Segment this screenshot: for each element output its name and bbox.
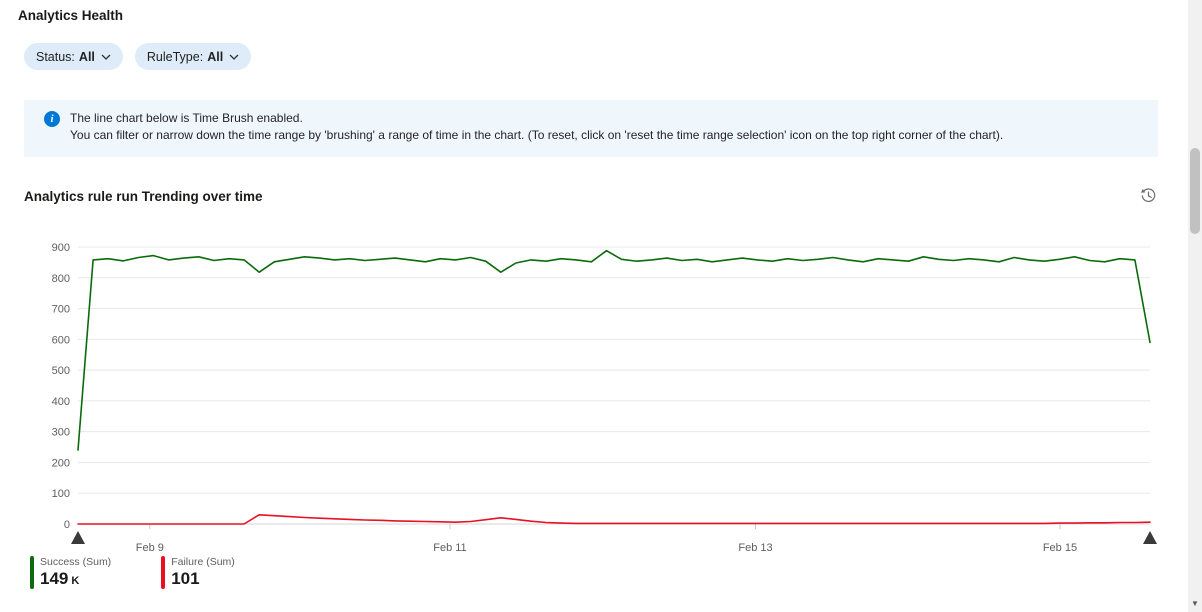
svg-text:300: 300 [52, 427, 70, 439]
ruletype-filter-dropdown[interactable]: RuleType: All [134, 43, 252, 70]
page-title: Analytics Health [18, 8, 124, 23]
svg-text:Feb 9: Feb 9 [136, 542, 164, 554]
legend-value: 101 [171, 569, 200, 588]
info-banner-line1: The line chart below is Time Brush enabl… [70, 111, 303, 125]
legend-unit: K [71, 575, 80, 587]
status-filter-dropdown[interactable]: Status: All [24, 43, 123, 70]
scrollbar-down-arrow-icon[interactable]: ▼ [1191, 598, 1199, 608]
legend-value: 149 K [40, 569, 80, 588]
svg-text:200: 200 [52, 457, 70, 469]
svg-text:500: 500 [52, 365, 70, 377]
svg-text:400: 400 [52, 396, 70, 408]
ruletype-filter-value: All [207, 49, 224, 64]
svg-text:100: 100 [52, 488, 70, 500]
info-icon: i [44, 111, 60, 127]
status-filter-label: Status: [36, 49, 75, 64]
legend-item-failure[interactable]: Failure (Sum) 101 [161, 556, 235, 589]
chevron-down-icon [101, 54, 111, 60]
chevron-down-icon [229, 54, 239, 60]
chart-legend: Success (Sum) 149 K Failure (Sum) 101 [30, 556, 235, 589]
legend-label: Failure (Sum) [171, 556, 235, 568]
chart-title: Analytics rule run Trending over time [24, 189, 263, 204]
svg-text:700: 700 [52, 304, 70, 316]
vertical-scrollbar[interactable]: ▼ [1188, 0, 1202, 612]
scrollbar-thumb[interactable] [1190, 148, 1200, 234]
svg-text:600: 600 [52, 334, 70, 346]
svg-text:800: 800 [52, 273, 70, 285]
ruletype-filter-label: RuleType: [146, 49, 204, 64]
info-banner-text: The line chart below is Time Brush enabl… [70, 110, 1003, 144]
svg-text:900: 900 [52, 242, 70, 254]
info-banner: i The line chart below is Time Brush ena… [24, 100, 1158, 157]
info-banner-line2: You can filter or narrow down the time r… [70, 128, 1004, 142]
line-chart[interactable]: 0 100 200 300 400 500 600 700 800 900 Feb 9 Feb 11 F… [0, 235, 1178, 565]
svg-text:Feb 15: Feb 15 [1043, 542, 1077, 554]
status-filter-value: All [78, 49, 95, 64]
svg-text:0: 0 [64, 519, 70, 531]
time-brush-handle[interactable] [71, 531, 85, 544]
time-brush-handle[interactable] [1143, 531, 1157, 544]
svg-text:Feb 13: Feb 13 [738, 542, 772, 554]
legend-color-bar [30, 556, 34, 589]
legend-item-success[interactable]: Success (Sum) 149 K [30, 556, 111, 589]
svg-text:Feb 11: Feb 11 [433, 542, 466, 554]
legend-color-bar [161, 556, 166, 589]
legend-label: Success (Sum) [40, 556, 112, 568]
filter-bar: Status: All RuleType: All [24, 43, 252, 70]
reset-time-range-icon[interactable] [1138, 185, 1158, 205]
